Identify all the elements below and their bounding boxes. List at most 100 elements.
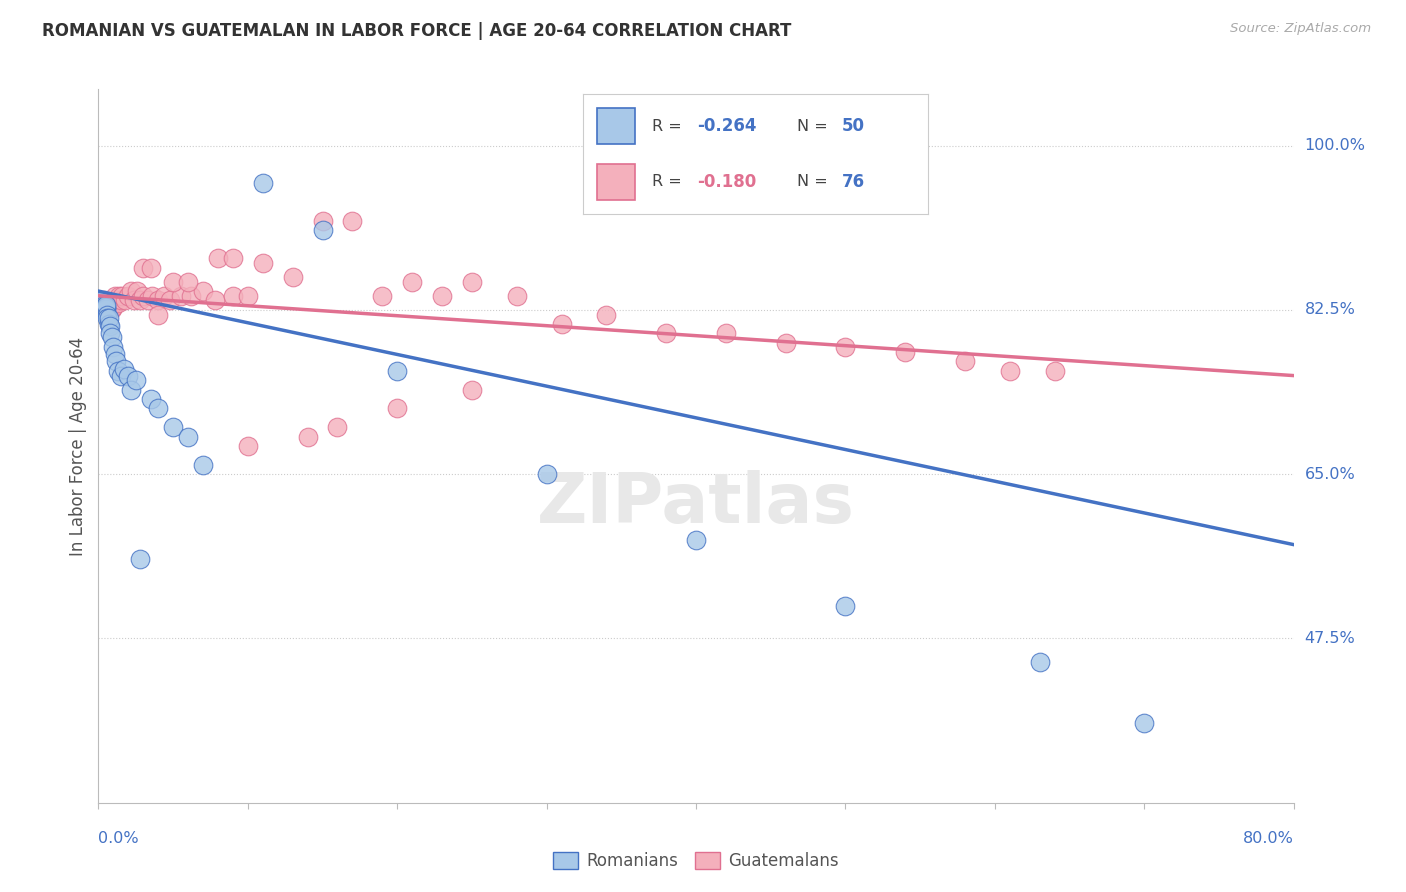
Point	[89, 296, 111, 310]
Point	[96, 296, 118, 310]
Point	[222, 289, 245, 303]
Point	[91, 301, 114, 316]
Text: Source: ZipAtlas.com: Source: ZipAtlas.com	[1230, 22, 1371, 36]
Text: -0.180: -0.180	[697, 172, 756, 191]
Point	[159, 293, 181, 307]
Point	[148, 293, 170, 307]
Point	[112, 362, 135, 376]
Y-axis label: In Labor Force | Age 20-64: In Labor Force | Age 20-64	[69, 336, 87, 556]
Point	[90, 300, 112, 314]
Text: R =: R =	[652, 119, 688, 134]
Point	[401, 275, 423, 289]
Point	[252, 176, 274, 190]
Point	[110, 368, 132, 383]
Text: 76: 76	[842, 172, 865, 191]
Point	[107, 296, 129, 310]
Point	[132, 289, 155, 303]
Point	[127, 284, 149, 298]
Point	[90, 301, 112, 316]
Point	[107, 364, 129, 378]
Point	[1028, 655, 1050, 669]
Point	[177, 429, 200, 443]
Point	[953, 354, 976, 368]
FancyBboxPatch shape	[598, 108, 636, 145]
Point	[97, 301, 120, 316]
Point	[461, 275, 484, 289]
Point	[94, 300, 117, 314]
Point	[108, 289, 131, 303]
Point	[550, 317, 572, 331]
Point	[94, 300, 117, 314]
Point	[91, 301, 114, 316]
Point	[114, 293, 136, 307]
Point	[97, 311, 120, 326]
Point	[326, 420, 349, 434]
Point	[236, 439, 259, 453]
Point	[105, 354, 128, 368]
Point	[148, 401, 170, 416]
Point	[342, 213, 364, 227]
Point	[894, 345, 917, 359]
Point	[89, 298, 111, 312]
Text: N =: N =	[797, 174, 832, 189]
Point	[97, 317, 120, 331]
Point	[536, 467, 558, 482]
Point	[94, 298, 117, 312]
Point	[89, 298, 111, 312]
Point	[93, 300, 115, 314]
Legend: Romanians, Guatemalans: Romanians, Guatemalans	[547, 845, 845, 877]
Point	[129, 551, 152, 566]
Text: ROMANIAN VS GUATEMALAN IN LABOR FORCE | AGE 20-64 CORRELATION CHART: ROMANIAN VS GUATEMALAN IN LABOR FORCE | …	[42, 22, 792, 40]
Point	[89, 300, 111, 314]
Point	[998, 364, 1021, 378]
Point	[103, 340, 125, 354]
FancyBboxPatch shape	[598, 163, 636, 200]
Point	[834, 340, 856, 354]
Point	[311, 223, 333, 237]
Text: R =: R =	[652, 174, 688, 189]
Point	[93, 298, 115, 312]
Point	[96, 308, 118, 322]
Point	[98, 296, 122, 310]
Point	[120, 284, 142, 298]
Point	[104, 347, 127, 361]
Point	[90, 300, 112, 314]
Point	[129, 293, 152, 307]
Text: ZIPatlas: ZIPatlas	[537, 469, 855, 537]
Point	[94, 298, 117, 312]
Point	[222, 251, 245, 265]
Point	[180, 289, 202, 303]
Point	[117, 368, 139, 383]
Point	[96, 300, 118, 314]
Point	[311, 213, 333, 227]
Point	[1133, 716, 1156, 731]
Point	[110, 293, 132, 307]
Text: 100.0%: 100.0%	[1305, 138, 1365, 153]
Point	[714, 326, 737, 341]
Point	[103, 300, 125, 314]
Point	[91, 294, 114, 309]
Text: 0.0%: 0.0%	[98, 830, 139, 846]
Point	[91, 300, 114, 314]
Text: 65.0%: 65.0%	[1305, 467, 1355, 482]
Point	[90, 294, 112, 309]
Point	[506, 289, 529, 303]
Point	[775, 335, 797, 350]
Point	[139, 260, 162, 275]
Point	[90, 296, 112, 310]
Point	[96, 311, 118, 326]
Point	[430, 289, 453, 303]
Point	[104, 289, 127, 303]
Point	[385, 364, 409, 378]
Point	[162, 420, 184, 434]
Point	[89, 300, 111, 314]
Point	[162, 275, 184, 289]
Text: 80.0%: 80.0%	[1243, 830, 1294, 846]
Point	[101, 298, 124, 312]
Point	[98, 318, 122, 333]
Text: N =: N =	[797, 119, 832, 134]
Point	[834, 599, 856, 613]
Point	[117, 289, 139, 303]
Point	[281, 270, 304, 285]
Point	[101, 301, 124, 316]
